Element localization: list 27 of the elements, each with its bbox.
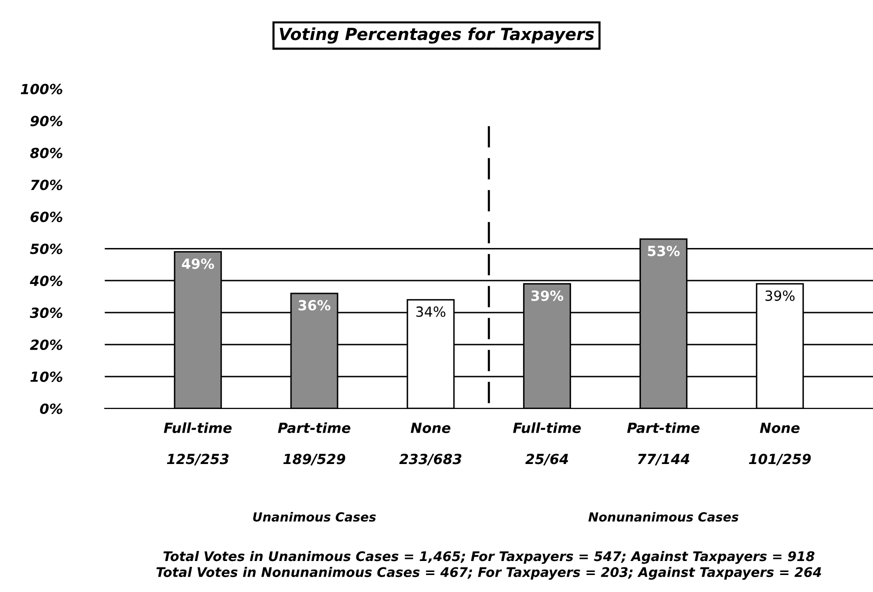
category-label: Part-time 77/144 <box>627 422 700 466</box>
data-label: 39% <box>531 290 564 301</box>
text: Total Votes in Unanimous Cases = 1,465; For Taxpayers = 547; Against Taxpayers = 918 Total Votes in Nonunanimous Cases = 467; For Taxpayers = 203; Against Taxpayers = 264 <box>156 550 822 580</box>
data-label: 34% <box>416 306 446 317</box>
y-tick-label: 40% <box>30 276 62 286</box>
category-label: Full-time 125/253 <box>164 422 232 466</box>
text: Nonunanimous Cases <box>588 512 738 522</box>
category-label: Full-time 25/64 <box>513 422 581 466</box>
y-tick-label: 100% <box>20 84 62 94</box>
data-label: 39% <box>766 290 795 301</box>
chart-title: Voting Percentages for Taxpayers <box>280 27 594 44</box>
category-label: Part-time 189/529 <box>278 422 350 466</box>
y-tick-label: 30% <box>30 308 62 318</box>
data-label: 36% <box>298 300 330 311</box>
category-label: None 233/683 <box>399 422 462 466</box>
y-tick-label: 0% <box>40 403 62 414</box>
y-tick-label: 90% <box>30 116 62 126</box>
y-tick-label: 10% <box>30 371 62 382</box>
y-tick-label: 20% <box>30 340 62 350</box>
data-label: 53% <box>648 246 680 256</box>
text: Unanimous Cases <box>253 512 376 522</box>
data-label: 49% <box>182 258 214 269</box>
y-tick-label: 60% <box>30 212 62 222</box>
y-tick-label: 50% <box>30 244 62 254</box>
y-tick-label: 80% <box>30 148 62 158</box>
y-tick-label: 70% <box>30 180 62 190</box>
category-label: None 101/259 <box>748 422 811 466</box>
